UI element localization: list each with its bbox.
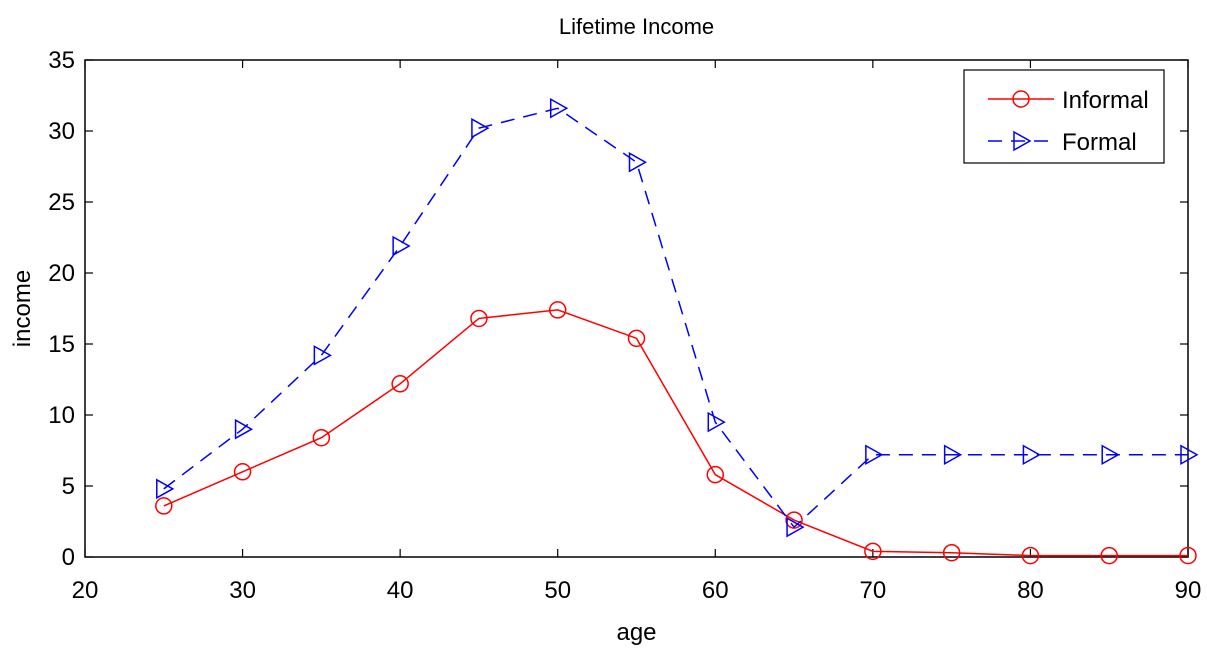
data-point-formal — [1101, 444, 1120, 466]
legend-box — [963, 69, 1165, 164]
data-point-informal — [312, 428, 331, 447]
data-point-formal — [865, 444, 884, 466]
data-point-formal — [156, 478, 175, 500]
legend: Informal Formal — [963, 69, 1165, 164]
x-axis-label: age — [616, 619, 656, 646]
data-point-formal — [786, 516, 805, 538]
x-tick-label: 50 — [544, 577, 571, 604]
data-point-informal — [864, 542, 882, 561]
data-point-formal — [549, 97, 569, 119]
data-point-formal — [1180, 444, 1199, 466]
data-point-informal — [233, 463, 252, 481]
y-tick-label: 25 — [48, 189, 75, 216]
y-tick-label: 10 — [48, 402, 75, 429]
y-tick-label: 0 — [62, 544, 75, 571]
x-tick-label: 40 — [387, 577, 414, 604]
x-tick-label: 30 — [229, 577, 256, 604]
data-point-formal — [234, 418, 254, 440]
x-tick-label: 70 — [860, 577, 887, 604]
y-tick-label: 15 — [48, 331, 75, 358]
x-tick-label: 80 — [1017, 577, 1044, 604]
data-point-formal — [1022, 444, 1041, 466]
y-tick-label: 35 — [48, 47, 75, 74]
data-point-informal — [706, 465, 725, 484]
legend-label-informal: Informal — [1062, 87, 1149, 114]
data-point-formal — [707, 411, 726, 433]
x-tick-label: 20 — [72, 577, 99, 604]
data-point-informal — [1179, 546, 1197, 565]
data-point-formal — [628, 151, 648, 173]
data-point-formal — [943, 444, 963, 466]
x-tick-label: 90 — [1175, 577, 1202, 604]
series-layer — [155, 97, 1199, 565]
y-tick-label: 20 — [48, 260, 75, 287]
chart-title: Lifetime Income — [559, 14, 714, 39]
series-informal — [155, 301, 1197, 565]
data-point-formal — [392, 235, 411, 257]
y-axis-label: income — [9, 270, 36, 347]
data-point-formal — [471, 117, 490, 139]
y-axis-ticks: 0 5 10 15 20 25 30 35 — [48, 47, 1188, 571]
y-tick-label: 5 — [62, 473, 75, 500]
x-tick-label: 60 — [702, 577, 729, 604]
data-point-formal — [313, 345, 332, 366]
series-line-informal — [163, 309, 1188, 557]
data-point-informal — [1021, 546, 1040, 565]
data-point-informal — [470, 309, 488, 328]
x-axis-ticks: 20 30 40 50 60 70 80 90 — [72, 60, 1202, 604]
data-point-informal — [548, 301, 567, 319]
legend-marker-informal — [1012, 90, 1030, 108]
series-line-formal — [163, 107, 1188, 529]
data-point-informal — [942, 543, 961, 562]
data-point-informal — [155, 497, 173, 515]
data-point-informal — [391, 375, 409, 393]
data-point-informal — [627, 329, 646, 348]
y-tick-label: 30 — [48, 118, 75, 145]
legend-label-formal: Formal — [1062, 129, 1137, 156]
legend-marker-formal — [1013, 130, 1032, 152]
data-point-informal — [1100, 546, 1118, 565]
series-formal — [156, 97, 1199, 538]
